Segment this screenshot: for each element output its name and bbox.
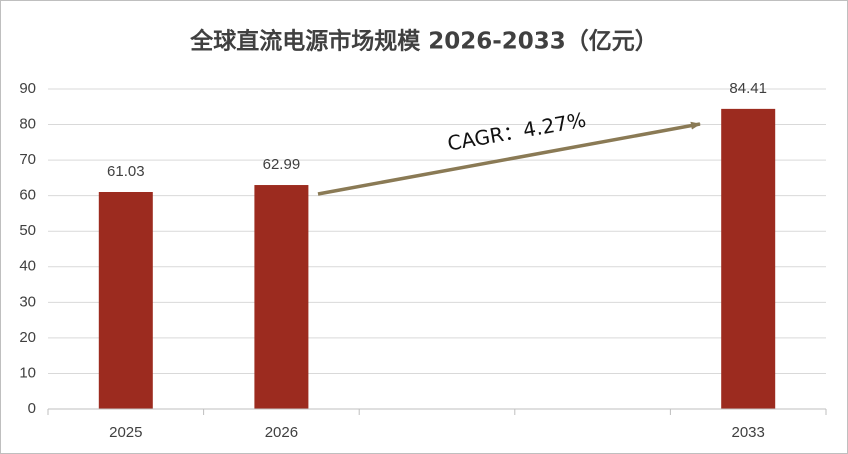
chart-title: 全球直流电源市场规模 2026-2033（亿元） bbox=[189, 28, 658, 55]
y-tick-label: 40 bbox=[19, 258, 36, 275]
y-tick-label: 0 bbox=[28, 400, 36, 417]
y-tick-label: 20 bbox=[19, 329, 36, 346]
bar bbox=[721, 108, 776, 410]
y-tick-label: 90 bbox=[19, 80, 36, 97]
y-tick-label: 50 bbox=[19, 222, 36, 239]
bar bbox=[98, 192, 153, 409]
bar bbox=[254, 185, 309, 409]
y-tick-label: 10 bbox=[19, 364, 36, 381]
y-tick-label: 60 bbox=[19, 187, 36, 204]
x-axis-ticks bbox=[47, 409, 827, 415]
growth-arrow bbox=[317, 121, 701, 196]
y-tick-label: 70 bbox=[19, 151, 36, 168]
x-tick-label: 2033 bbox=[732, 424, 765, 441]
value-label: 62.99 bbox=[263, 156, 301, 173]
value-label: 84.41 bbox=[729, 80, 767, 97]
x-tick-label: 2025 bbox=[109, 424, 142, 441]
value-label: 61.03 bbox=[107, 163, 145, 180]
y-tick-label: 80 bbox=[19, 116, 36, 133]
x-tick-label: 2026 bbox=[265, 424, 298, 441]
y-tick-label: 30 bbox=[19, 293, 36, 310]
